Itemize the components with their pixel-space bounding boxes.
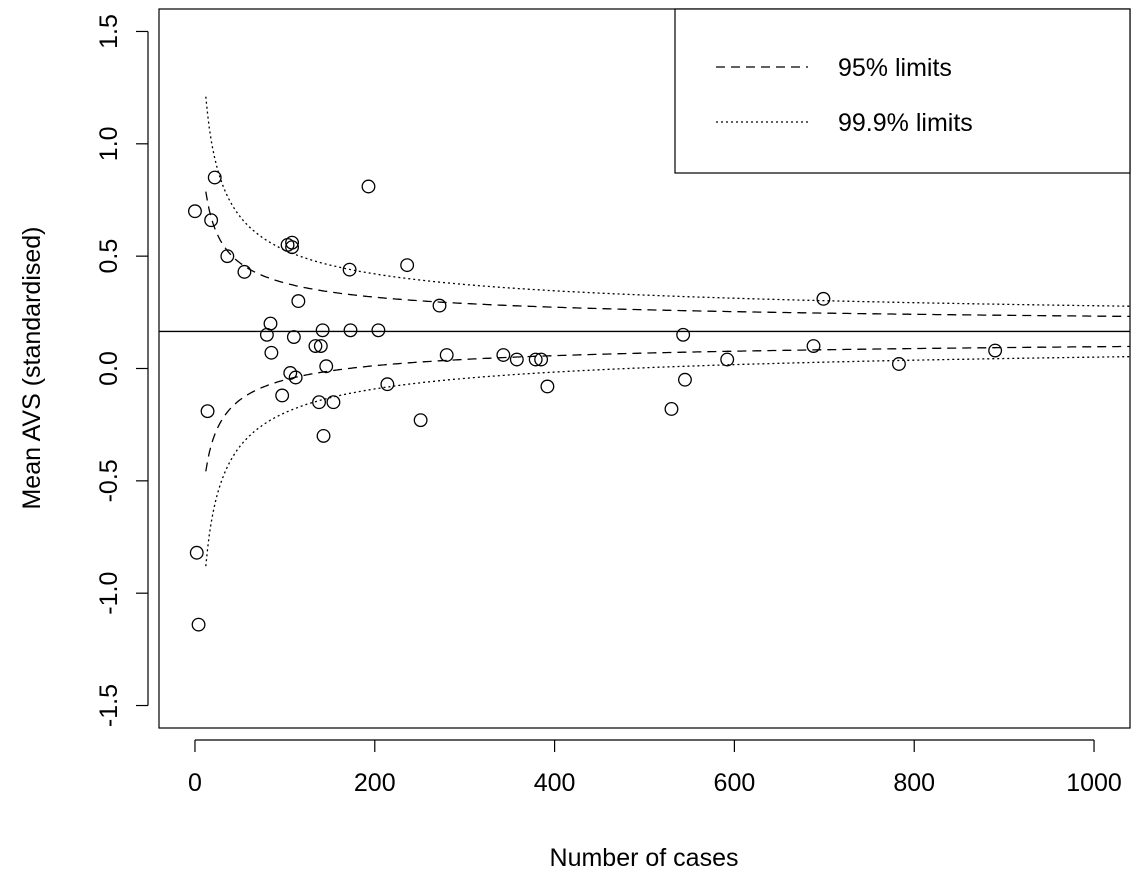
- data-point: [288, 370, 303, 385]
- data-point: [315, 323, 330, 338]
- limit-999-lower-line: [205, 355, 1130, 567]
- y-tick-label: -1.0: [95, 572, 123, 615]
- data-point: [988, 343, 1003, 358]
- data-point: [285, 235, 300, 250]
- data-point: [283, 366, 298, 380]
- x-tick-label: 200: [354, 769, 396, 797]
- x-tick-label: 800: [893, 769, 935, 797]
- control-limits: [205, 96, 1130, 567]
- data-points: [188, 170, 1003, 632]
- data-point: [200, 404, 215, 419]
- data-point: [720, 352, 735, 367]
- legend-box: [674, 8, 1131, 174]
- data-point: [676, 327, 691, 342]
- data-point: [319, 359, 334, 374]
- data-point: [509, 352, 524, 367]
- limit-95-upper-line: [205, 191, 1130, 318]
- legend-label-999: 99.9% limits: [838, 109, 973, 137]
- data-point: [220, 249, 235, 264]
- data-point: [432, 298, 447, 313]
- x-tick-label: 1000: [1066, 769, 1122, 797]
- data-point: [191, 617, 206, 632]
- x-tick-label: 0: [188, 769, 202, 797]
- data-point: [207, 170, 222, 185]
- limit-95-lower-line: [205, 345, 1130, 472]
- data-point: [263, 316, 278, 331]
- data-point: [343, 323, 358, 338]
- y-tick-label: 1.5: [95, 14, 123, 49]
- legend-label-95: 95% limits: [838, 54, 952, 82]
- data-point: [540, 379, 555, 394]
- plot-frame: [158, 8, 1131, 729]
- x-tick-label: 600: [714, 769, 756, 797]
- data-point: [413, 413, 428, 428]
- data-point: [342, 262, 357, 277]
- data-point: [312, 395, 326, 410]
- data-point: [286, 330, 301, 344]
- y-axis: -1.5 -1.0 -0.5 0.0 0.5 1.0 1.5: [95, 14, 149, 727]
- data-point: [264, 345, 279, 360]
- data-point: [291, 294, 306, 309]
- data-point: [371, 323, 386, 338]
- data-point: [806, 339, 821, 353]
- x-tick-label: 400: [534, 769, 576, 797]
- x-axis-label: Number of cases: [550, 844, 739, 872]
- data-point: [237, 264, 252, 279]
- y-tick-label: -0.5: [95, 459, 123, 502]
- data-point: [204, 213, 219, 228]
- data-point: [380, 377, 395, 392]
- plot-area: [159, 96, 1130, 632]
- y-axis-label: Mean AVS (standardised): [18, 226, 46, 509]
- legend: 95% limits 99.9% limits: [674, 8, 1131, 174]
- data-point: [439, 348, 454, 362]
- data-point: [891, 357, 906, 371]
- data-point: [678, 372, 692, 387]
- data-point: [816, 291, 831, 306]
- y-tick-label: 0.5: [95, 239, 123, 274]
- data-point: [534, 352, 549, 367]
- data-point: [189, 545, 204, 560]
- data-point: [528, 352, 543, 367]
- data-point: [308, 339, 323, 353]
- data-point: [361, 179, 376, 194]
- data-point: [496, 348, 511, 362]
- limit-999-upper-line: [205, 96, 1130, 307]
- data-point: [326, 395, 341, 410]
- y-tick-label: -1.5: [95, 684, 123, 727]
- y-tick-label: 0.0: [95, 351, 123, 386]
- data-point: [664, 401, 679, 416]
- x-axis: 0 200 400 600 800 1000: [188, 739, 1122, 797]
- data-point: [285, 240, 300, 255]
- data-point: [400, 258, 415, 273]
- data-point: [188, 204, 202, 219]
- data-point: [316, 428, 331, 443]
- data-point: [313, 339, 328, 353]
- data-point: [275, 388, 290, 403]
- y-tick-label: 1.0: [95, 126, 123, 161]
